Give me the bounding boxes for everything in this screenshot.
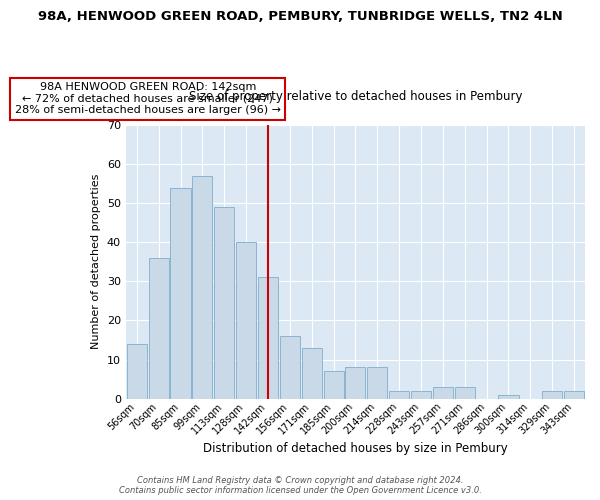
Bar	[346, 368, 365, 398]
Text: Contains HM Land Registry data © Crown copyright and database right 2024.
Contai: Contains HM Land Registry data © Crown c…	[119, 476, 481, 495]
Title: Size of property relative to detached houses in Pembury: Size of property relative to detached ho…	[188, 90, 522, 103]
Text: 98A, HENWOOD GREEN ROAD, PEMBURY, TUNBRIDGE WELLS, TN2 4LN: 98A, HENWOOD GREEN ROAD, PEMBURY, TUNBRI…	[38, 10, 562, 23]
Bar	[367, 368, 388, 398]
Bar	[149, 258, 169, 398]
Bar	[258, 278, 278, 398]
Bar	[170, 188, 191, 398]
Text: 98A HENWOOD GREEN ROAD: 142sqm
← 72% of detached houses are smaller (247)
28% of: 98A HENWOOD GREEN ROAD: 142sqm ← 72% of …	[15, 82, 281, 115]
Bar	[542, 391, 562, 398]
Bar	[214, 207, 235, 398]
Bar	[455, 387, 475, 398]
Bar	[193, 176, 212, 398]
Bar	[323, 372, 344, 398]
Bar	[564, 391, 584, 398]
Bar	[236, 242, 256, 398]
Bar	[280, 336, 300, 398]
Bar	[302, 348, 322, 399]
Y-axis label: Number of detached properties: Number of detached properties	[91, 174, 101, 350]
Bar	[411, 391, 431, 398]
X-axis label: Distribution of detached houses by size in Pembury: Distribution of detached houses by size …	[203, 442, 508, 455]
Bar	[433, 387, 453, 398]
Bar	[499, 395, 518, 398]
Bar	[389, 391, 409, 398]
Bar	[127, 344, 147, 399]
